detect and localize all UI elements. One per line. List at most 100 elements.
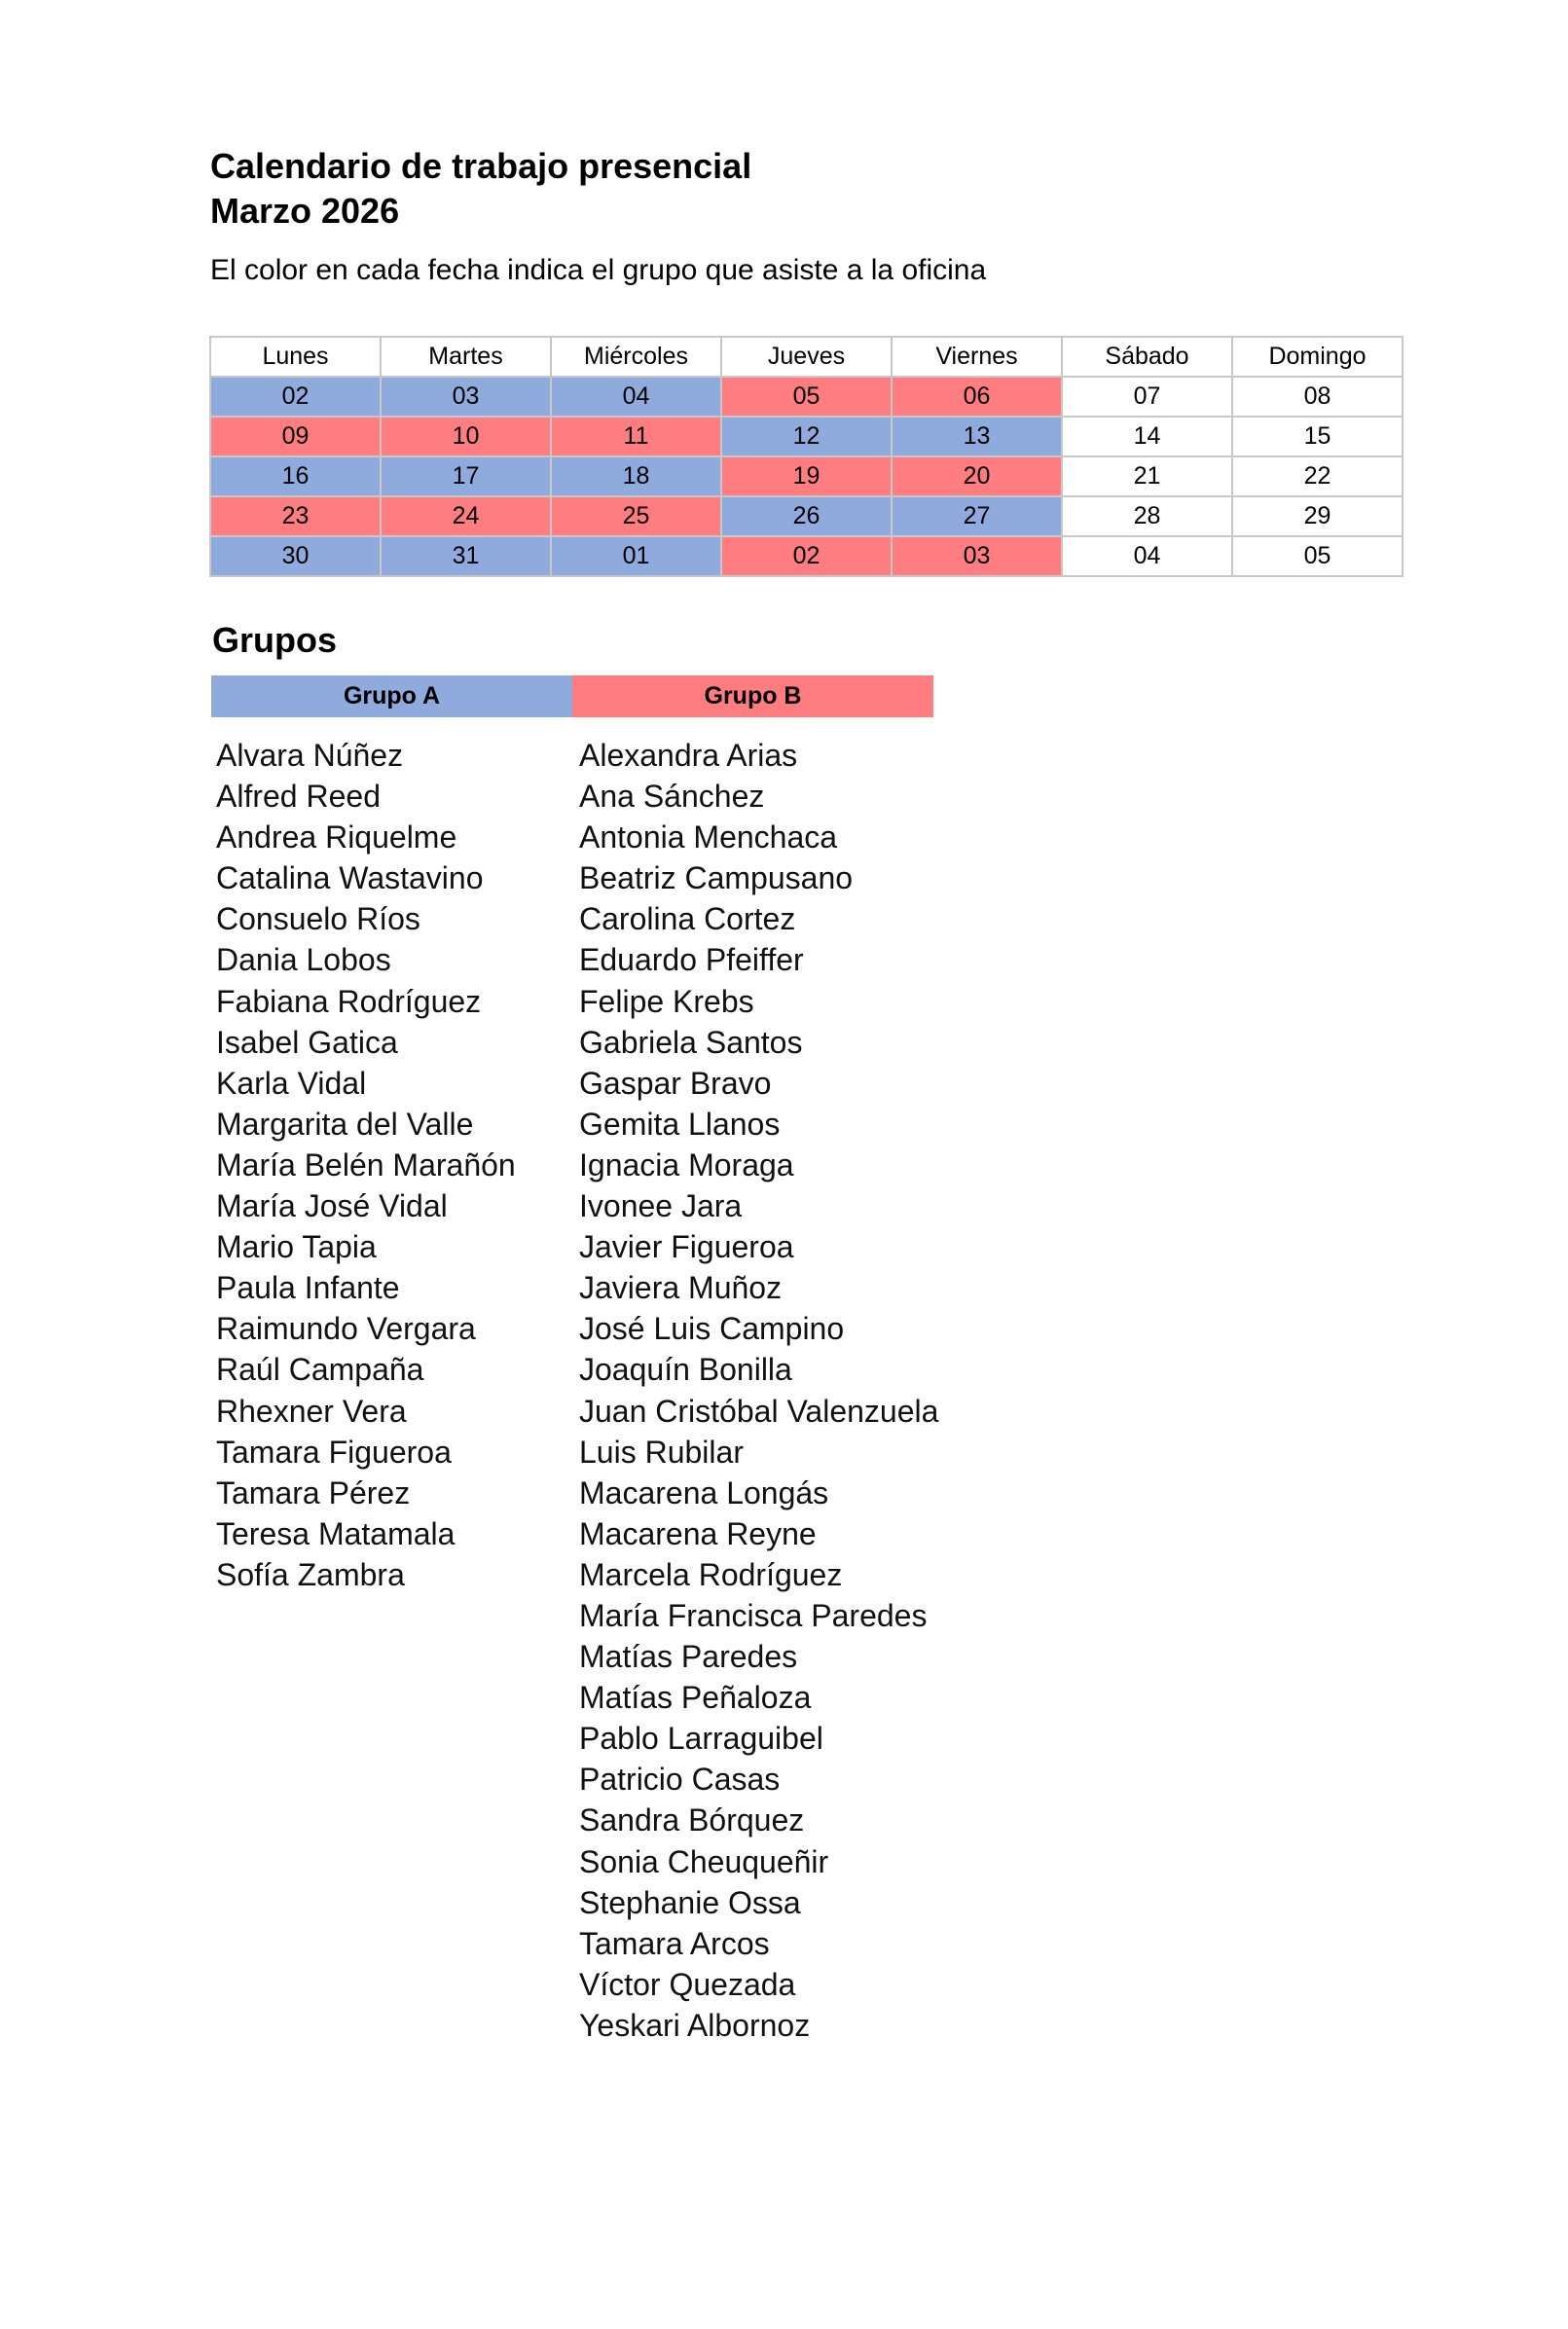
calendar-week-row: 23 24 25 26 27 28 29 (209, 495, 1404, 537)
group-b-member: María Francisca Paredes (579, 1597, 928, 1633)
calendar-day-cell: 04 (550, 376, 722, 418)
group-b-member: Stephanie Ossa (579, 1884, 801, 1920)
group-a-member: Mario Tapia (216, 1229, 377, 1265)
group-b-member: Marcela Rodríguez (579, 1556, 843, 1592)
group-a-member: Alvara Núñez (216, 738, 404, 773)
calendar-day-cell: 08 (1231, 376, 1404, 418)
page-description: El color en cada fecha indica el grupo q… (210, 254, 987, 286)
group-a-member: Tamara Pérez (216, 1474, 411, 1510)
group-b-member: Sonia Cheuqueñir (579, 1843, 829, 1879)
calendar-day-cell: 27 (891, 495, 1063, 537)
calendar-day-cell: 02 (209, 376, 382, 418)
day-header: Domingo (1231, 336, 1404, 378)
group-a-member: Catalina Wastavino (216, 860, 484, 896)
day-header: Martes (380, 336, 552, 378)
group-b-member-list: Alexandra Arias Ana Sánchez Antonia Mencha… (579, 735, 938, 2046)
day-header: Lunes (209, 336, 382, 378)
group-a-member: Paula Infante (216, 1270, 400, 1306)
calendar-day-cell: 15 (1231, 416, 1404, 457)
group-b-member: Gabriela Santos (579, 1024, 803, 1060)
calendar-day-cell: 22 (1231, 455, 1404, 497)
calendar-body: 02 03 04 05 06 07 08 09 10 11 12 13 14 15 16 17 18 19 20 21… (209, 376, 1404, 577)
group-b-member: Alexandra Arias (579, 738, 798, 773)
calendar-day-cell: 04 (1061, 535, 1233, 577)
calendar-day-cell: 29 (1231, 495, 1404, 537)
group-a-header: Grupo A (211, 675, 572, 717)
group-b-member: Juan Cristóbal Valenzuela (579, 1393, 939, 1429)
group-b-member: Gemita Llanos (579, 1106, 781, 1142)
calendar-day-cell: 02 (720, 535, 893, 577)
group-b-member: Matías Peñaloza (579, 1680, 812, 1716)
group-b-member: Gaspar Bravo (579, 1065, 772, 1101)
group-b-member: Felipe Krebs (579, 983, 754, 1019)
calendar-day-cell: 26 (720, 495, 893, 537)
calendar-day-cell: 14 (1061, 416, 1233, 457)
calendar-day-cell: 18 (550, 455, 722, 497)
calendar-week-row: 16 17 18 19 20 21 22 (209, 455, 1404, 497)
group-b-member: Patricio Casas (579, 1762, 781, 1798)
group-b-member: Eduardo Pfeiffer (579, 942, 804, 978)
group-a-member: Isabel Gatica (216, 1024, 398, 1060)
group-a-member: Teresa Matamala (216, 1515, 456, 1551)
calendar-table: Lunes Martes Miércoles Jueves Viernes Sá… (209, 336, 1404, 577)
group-a-member: Margarita del Valle (216, 1106, 474, 1142)
calendar-day-cell: 30 (209, 535, 382, 577)
calendar-week-row: 02 03 04 05 06 07 08 (209, 376, 1404, 418)
group-b-header: Grupo B (572, 675, 933, 717)
group-a-member: Fabiana Rodríguez (216, 983, 482, 1019)
calendar-day-cell: 23 (209, 495, 382, 537)
day-header: Sábado (1061, 336, 1233, 378)
group-b-member: Macarena Reyne (579, 1515, 817, 1551)
calendar-day-cell: 03 (891, 535, 1063, 577)
group-a-member-list: Alvara Núñez Alfred Reed Andrea Riquelme Ca… (216, 735, 516, 1595)
groups-heading: Grupos (212, 620, 338, 660)
calendar-day-cell: 10 (380, 416, 552, 457)
calendar-day-cell: 11 (550, 416, 722, 457)
calendar-day-cell: 17 (380, 455, 552, 497)
calendar-day-cell: 12 (720, 416, 893, 457)
group-b-member: Ana Sánchez (579, 779, 765, 815)
group-a-member: Andrea Riquelme (216, 819, 457, 855)
calendar-day-cell: 01 (550, 535, 722, 577)
calendar-day-cell: 19 (720, 455, 893, 497)
group-a-member: Rhexner Vera (216, 1393, 407, 1429)
day-header: Miércoles (550, 336, 722, 378)
calendar-day-cell: 16 (209, 455, 382, 497)
calendar-day-cell: 05 (1231, 535, 1404, 577)
group-a-member: Dania Lobos (216, 942, 391, 978)
calendar-day-cell: 05 (720, 376, 893, 418)
group-b-member: Luis Rubilar (579, 1434, 744, 1470)
group-b-member: Macarena Longás (579, 1474, 829, 1510)
group-b-member: Víctor Quezada (579, 1966, 796, 2002)
group-b-member: Antonia Menchaca (579, 819, 838, 855)
group-a-member: Consuelo Ríos (216, 901, 420, 937)
calendar-day-cell: 25 (550, 495, 722, 537)
calendar-day-cell: 28 (1061, 495, 1233, 537)
group-a-member: Sofía Zambra (216, 1556, 405, 1592)
group-b-member: Matías Paredes (579, 1639, 798, 1675)
group-a-member: María José Vidal (216, 1188, 448, 1224)
group-b-member: Sandra Bórquez (579, 1802, 805, 1838)
group-a-member: Raúl Campaña (216, 1352, 424, 1388)
day-header: Viernes (891, 336, 1063, 378)
group-b-member: Beatriz Campusano (579, 860, 854, 896)
page-title: Calendario de trabajo presencial (210, 146, 752, 186)
group-b-member: Javier Figueroa (579, 1229, 794, 1265)
group-b-member: Ignacia Moraga (579, 1146, 794, 1183)
group-a-member: Tamara Figueroa (216, 1434, 452, 1470)
page-subtitle: Marzo 2026 (210, 191, 400, 231)
group-a-member: Karla Vidal (216, 1065, 367, 1101)
calendar-day-cell: 07 (1061, 376, 1233, 418)
calendar-day-cell: 24 (380, 495, 552, 537)
group-b-member: Joaquín Bonilla (579, 1352, 792, 1388)
group-b-member: Yeskari Albornoz (579, 2007, 811, 2043)
calendar-day-cell: 06 (891, 376, 1063, 418)
group-a-member: Alfred Reed (216, 779, 381, 815)
group-b-member: José Luis Campino (579, 1311, 845, 1347)
group-b-member: Javiera Muñoz (579, 1270, 783, 1306)
calendar-day-cell: 09 (209, 416, 382, 457)
group-b-member: Ivonee Jara (579, 1188, 743, 1224)
group-a-member: Raimundo Vergara (216, 1311, 476, 1347)
calendar-week-row: 30 31 01 02 03 04 05 (209, 535, 1404, 577)
group-b-member: Carolina Cortez (579, 901, 796, 937)
